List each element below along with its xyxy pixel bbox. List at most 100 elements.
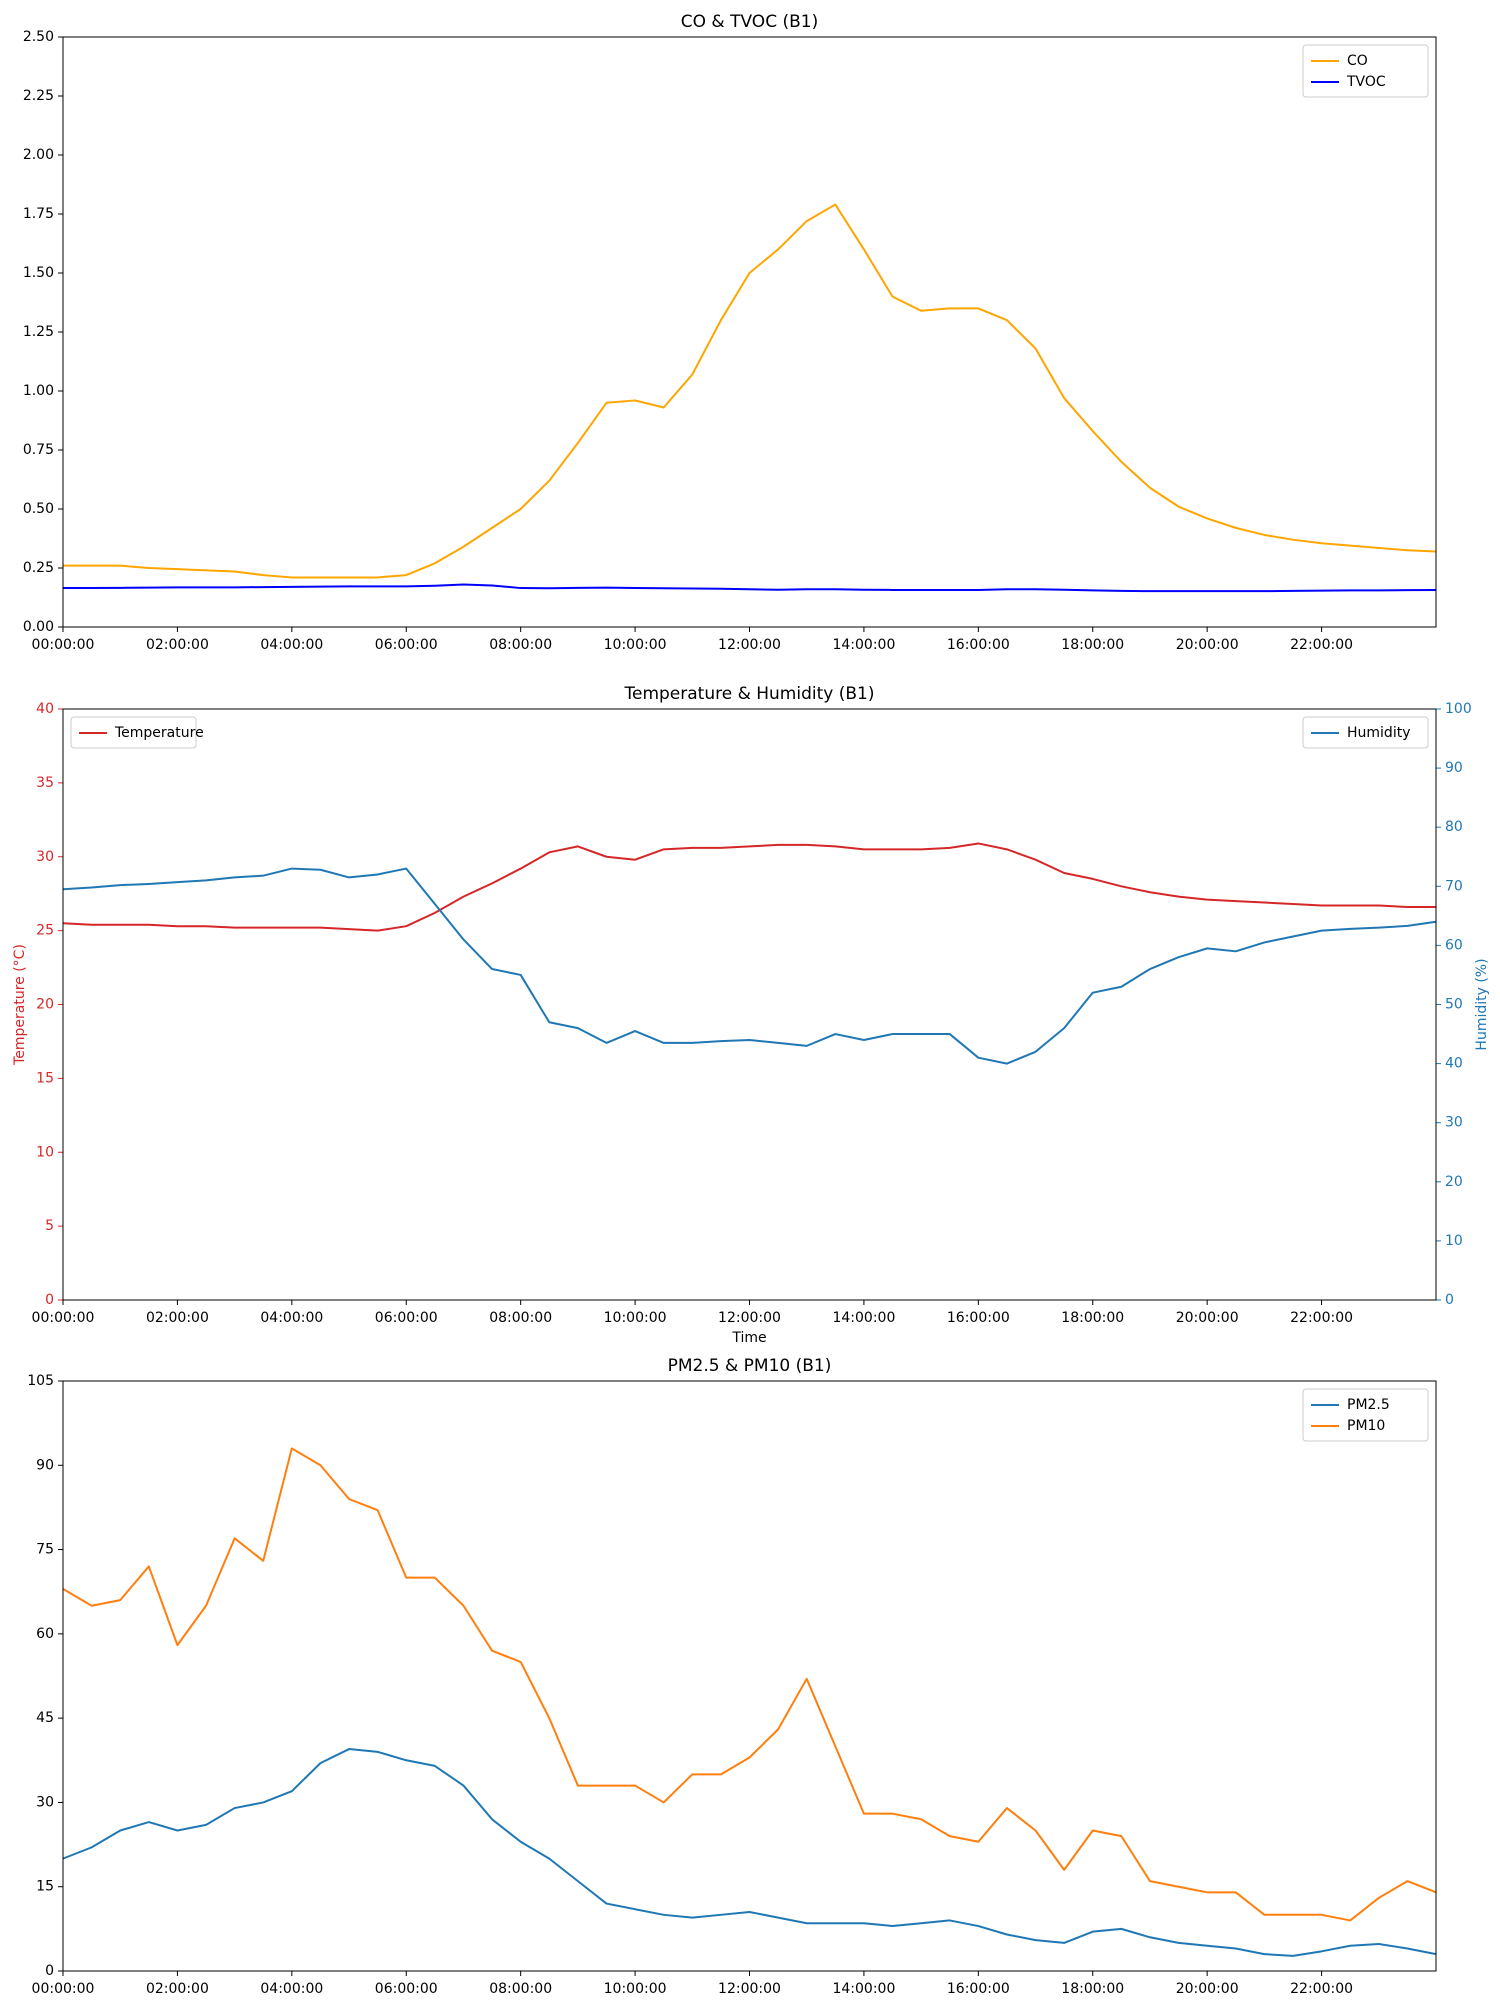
plot-frame: [62, 1380, 1437, 1972]
x-tick-label: 10:00:00: [604, 637, 667, 653]
x-tick-label: 14:00:00: [832, 1981, 895, 1997]
y-tick-label: 0: [45, 1292, 54, 1308]
chart: CO & TVOC (B1) 00:00:00 02:00:00 04:00:00 06…: [23, 12, 1437, 653]
y-tick-label: 0.75: [23, 442, 54, 458]
y2-tick-label: 0: [1445, 1292, 1454, 1308]
x-tick-label: 00:00:00: [32, 1981, 95, 1997]
x-tick-label: 00:00:00: [32, 637, 95, 653]
x-tick-label: 22:00:00: [1290, 1310, 1353, 1326]
legend-box: [1302, 44, 1429, 98]
legend-label: PM10: [1347, 1418, 1385, 1434]
x-tick-label: 16:00:00: [947, 637, 1010, 653]
x-tick-label: 14:00:00: [832, 1310, 895, 1326]
x-tick-label: 02:00:00: [146, 637, 209, 653]
y2-tick-label: 50: [1445, 997, 1463, 1013]
legend-label: Humidity: [1347, 725, 1410, 741]
y2-tick-label: 100: [1445, 701, 1472, 717]
legend: PM2.5 PM10: [1302, 1388, 1429, 1442]
x-tick-label: 08:00:00: [489, 1981, 552, 1997]
x-tick-label: 04:00:00: [260, 1981, 323, 1997]
y-tick-label: 75: [36, 1542, 54, 1558]
y-tick-label: 5: [45, 1218, 54, 1234]
y-tick-label: 0.00: [23, 619, 54, 635]
x-tick-label: 10:00:00: [604, 1310, 667, 1326]
x-tick-label: 02:00:00: [146, 1981, 209, 1997]
x-tick-label: 12:00:00: [718, 1981, 781, 1997]
y2-tick-label: 80: [1445, 819, 1463, 835]
y-tick-label: 45: [36, 1710, 54, 1726]
y-tick-label: 25: [36, 923, 54, 939]
x-tick-label: 06:00:00: [375, 637, 438, 653]
y2-tick-label: 90: [1445, 760, 1463, 776]
y-tick-label: 15: [36, 1070, 54, 1086]
x-tick-label: 04:00:00: [260, 1310, 323, 1326]
y-tick-label: 0.50: [23, 501, 54, 517]
data-line: [63, 203, 1437, 579]
legend: CO TVOC: [1302, 44, 1429, 98]
plot-frame: [62, 708, 1437, 1301]
x-tick-label: 12:00:00: [718, 637, 781, 653]
data-line: [63, 583, 1437, 593]
x-tick-label: 18:00:00: [1061, 1981, 1124, 1997]
chart-title: CO & TVOC (B1): [681, 12, 818, 32]
x-tick-label: 18:00:00: [1061, 1310, 1124, 1326]
plot-frame: [62, 36, 1437, 628]
x-tick-label: 20:00:00: [1176, 1310, 1239, 1326]
x-tick-label: 04:00:00: [260, 637, 323, 653]
legend-label: TVOC: [1346, 74, 1386, 90]
legend-label: Temperature: [114, 725, 204, 741]
x-tick-label: 06:00:00: [375, 1981, 438, 1997]
legend-box: [1302, 716, 1429, 749]
y-tick-label: 0.25: [23, 560, 54, 576]
legend-box: [70, 716, 197, 749]
y2-tick-label: 40: [1445, 1056, 1463, 1072]
x-tick-label: 22:00:00: [1290, 637, 1353, 653]
x-axis-label: Time: [731, 1330, 766, 1346]
data-line: [62, 867, 1437, 1065]
y-tick-label: 15: [36, 1879, 54, 1895]
y-tick-label: 2.50: [23, 29, 54, 45]
x-tick-label: 20:00:00: [1176, 637, 1239, 653]
x-tick-label: 06:00:00: [375, 1310, 438, 1326]
y2-tick-label: 70: [1445, 878, 1463, 894]
x-tick-label: 22:00:00: [1290, 1981, 1353, 1997]
y-tick-label: 40: [36, 701, 54, 717]
data-line: [62, 1748, 1437, 1957]
x-tick-label: 08:00:00: [489, 1310, 552, 1326]
y-tick-label: 30: [36, 849, 54, 865]
x-tick-label: 14:00:00: [832, 637, 895, 653]
x-tick-label: 08:00:00: [489, 637, 552, 653]
y-tick-label: 2.00: [23, 147, 54, 163]
x-tick-label: 10:00:00: [604, 1981, 667, 1997]
x-tick-label: 20:00:00: [1176, 1981, 1239, 1997]
data-line: [62, 1447, 1437, 1922]
legend-label: PM2.5: [1347, 1397, 1390, 1413]
y2-tick-label: 30: [1445, 1115, 1463, 1131]
y-tick-label: 20: [36, 997, 54, 1013]
x-tick-label: 02:00:00: [146, 1310, 209, 1326]
y-tick-label: 1.75: [23, 206, 54, 222]
y-tick-label: 1.25: [23, 324, 54, 340]
y-tick-label: 0: [45, 1963, 54, 1979]
chart-title: PM2.5 & PM10 (B1): [668, 1356, 832, 1376]
y2-tick-label: 10: [1445, 1233, 1463, 1249]
y-axis-label: Temperature (°C): [12, 944, 28, 1066]
y2-tick-label: 60: [1445, 937, 1463, 953]
chart: Temperature & Humidity (B1) 00:00:00 02:00…: [12, 684, 1490, 1346]
chart-title: Temperature & Humidity (B1): [624, 684, 875, 704]
legend-label: CO: [1347, 53, 1368, 69]
legend: Humidity: [1302, 716, 1429, 749]
x-tick-label: 16:00:00: [947, 1981, 1010, 1997]
y-tick-label: 1.50: [23, 265, 54, 281]
x-tick-label: 16:00:00: [947, 1310, 1010, 1326]
y-tick-label: 10: [36, 1144, 54, 1160]
x-tick-label: 12:00:00: [718, 1310, 781, 1326]
legend-box: [1302, 1388, 1429, 1442]
x-tick-label: 18:00:00: [1061, 637, 1124, 653]
y-tick-label: 90: [36, 1457, 54, 1473]
y2-axis-label: Humidity (%): [1474, 958, 1490, 1050]
data-line: [62, 842, 1436, 932]
y-tick-label: 2.25: [23, 88, 54, 104]
